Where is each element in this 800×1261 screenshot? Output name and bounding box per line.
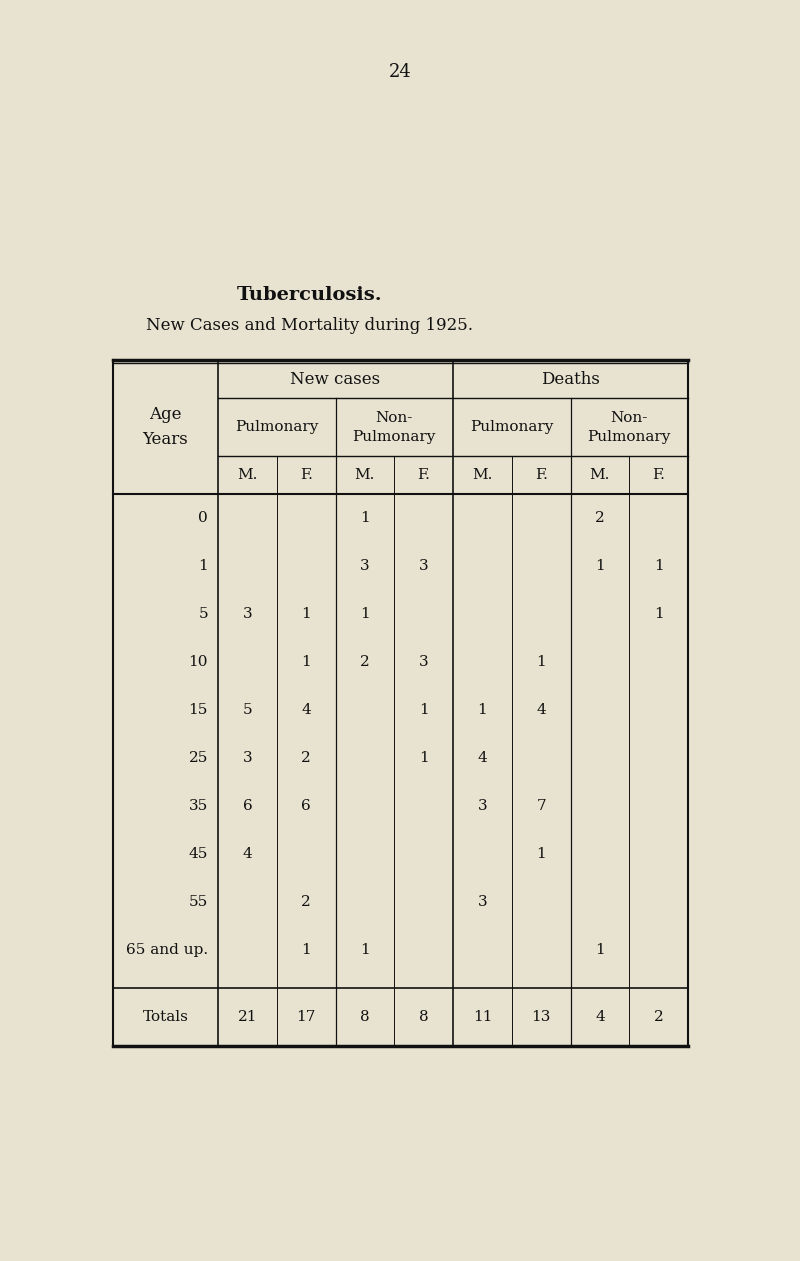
Text: 2: 2 <box>302 895 311 909</box>
Text: 1: 1 <box>418 702 429 718</box>
Text: Tuberculosis.: Tuberculosis. <box>237 286 383 304</box>
Text: 65 and up.: 65 and up. <box>126 943 208 957</box>
Text: 1: 1 <box>302 943 311 957</box>
Text: 3: 3 <box>478 895 487 909</box>
Text: 4: 4 <box>478 752 487 765</box>
Text: 3: 3 <box>242 752 252 765</box>
Text: 1: 1 <box>360 607 370 620</box>
Text: 1: 1 <box>418 752 429 765</box>
Text: 2: 2 <box>595 511 605 525</box>
Text: 3: 3 <box>419 654 429 670</box>
Text: 15: 15 <box>189 702 208 718</box>
Text: 1: 1 <box>536 847 546 861</box>
Text: 8: 8 <box>360 1010 370 1024</box>
Text: 8: 8 <box>419 1010 429 1024</box>
Text: 25: 25 <box>189 752 208 765</box>
Text: Deaths: Deaths <box>541 371 600 387</box>
Text: M.: M. <box>237 468 258 482</box>
Text: 1: 1 <box>478 702 487 718</box>
Text: Pulmonary: Pulmonary <box>235 420 318 434</box>
Text: 45: 45 <box>189 847 208 861</box>
Text: F.: F. <box>652 468 665 482</box>
Text: 13: 13 <box>531 1010 551 1024</box>
Text: F.: F. <box>300 468 313 482</box>
Text: 1: 1 <box>360 943 370 957</box>
Text: Pulmonary: Pulmonary <box>353 430 436 444</box>
Text: 7: 7 <box>536 799 546 813</box>
Text: Age: Age <box>150 406 182 422</box>
Text: F.: F. <box>534 468 547 482</box>
Text: Totals: Totals <box>142 1010 189 1024</box>
Text: 1: 1 <box>595 559 605 572</box>
Text: 10: 10 <box>189 654 208 670</box>
Text: 3: 3 <box>419 559 429 572</box>
Text: 4: 4 <box>536 702 546 718</box>
Text: 4: 4 <box>302 702 311 718</box>
Text: 1: 1 <box>654 607 663 620</box>
Text: 1: 1 <box>302 654 311 670</box>
Text: 1: 1 <box>198 559 208 572</box>
Text: 1: 1 <box>360 511 370 525</box>
Text: 4: 4 <box>242 847 252 861</box>
Text: New cases: New cases <box>290 371 381 387</box>
Text: Pulmonary: Pulmonary <box>587 430 671 444</box>
Text: 6: 6 <box>302 799 311 813</box>
Text: M.: M. <box>354 468 375 482</box>
Text: Non-: Non- <box>375 411 413 425</box>
Text: New Cases and Mortality during 1925.: New Cases and Mortality during 1925. <box>146 317 474 333</box>
Text: 3: 3 <box>478 799 487 813</box>
Text: F.: F. <box>417 468 430 482</box>
Text: 0: 0 <box>198 511 208 525</box>
Text: 2: 2 <box>360 654 370 670</box>
Text: 11: 11 <box>473 1010 492 1024</box>
Text: 1: 1 <box>654 559 663 572</box>
Text: 17: 17 <box>297 1010 316 1024</box>
Text: 24: 24 <box>389 63 411 81</box>
Text: 21: 21 <box>238 1010 257 1024</box>
Text: M.: M. <box>472 468 493 482</box>
Text: 35: 35 <box>189 799 208 813</box>
Text: 6: 6 <box>242 799 252 813</box>
Text: 5: 5 <box>198 607 208 620</box>
Text: 1: 1 <box>595 943 605 957</box>
Text: 1: 1 <box>536 654 546 670</box>
Text: Non-: Non- <box>610 411 648 425</box>
Text: Years: Years <box>142 431 188 448</box>
Text: 1: 1 <box>302 607 311 620</box>
Text: 55: 55 <box>189 895 208 909</box>
Text: 3: 3 <box>360 559 370 572</box>
Text: 4: 4 <box>595 1010 605 1024</box>
Text: 5: 5 <box>242 702 252 718</box>
Text: 3: 3 <box>242 607 252 620</box>
Text: Pulmonary: Pulmonary <box>470 420 554 434</box>
Text: 2: 2 <box>302 752 311 765</box>
Text: 2: 2 <box>654 1010 663 1024</box>
Text: M.: M. <box>590 468 610 482</box>
